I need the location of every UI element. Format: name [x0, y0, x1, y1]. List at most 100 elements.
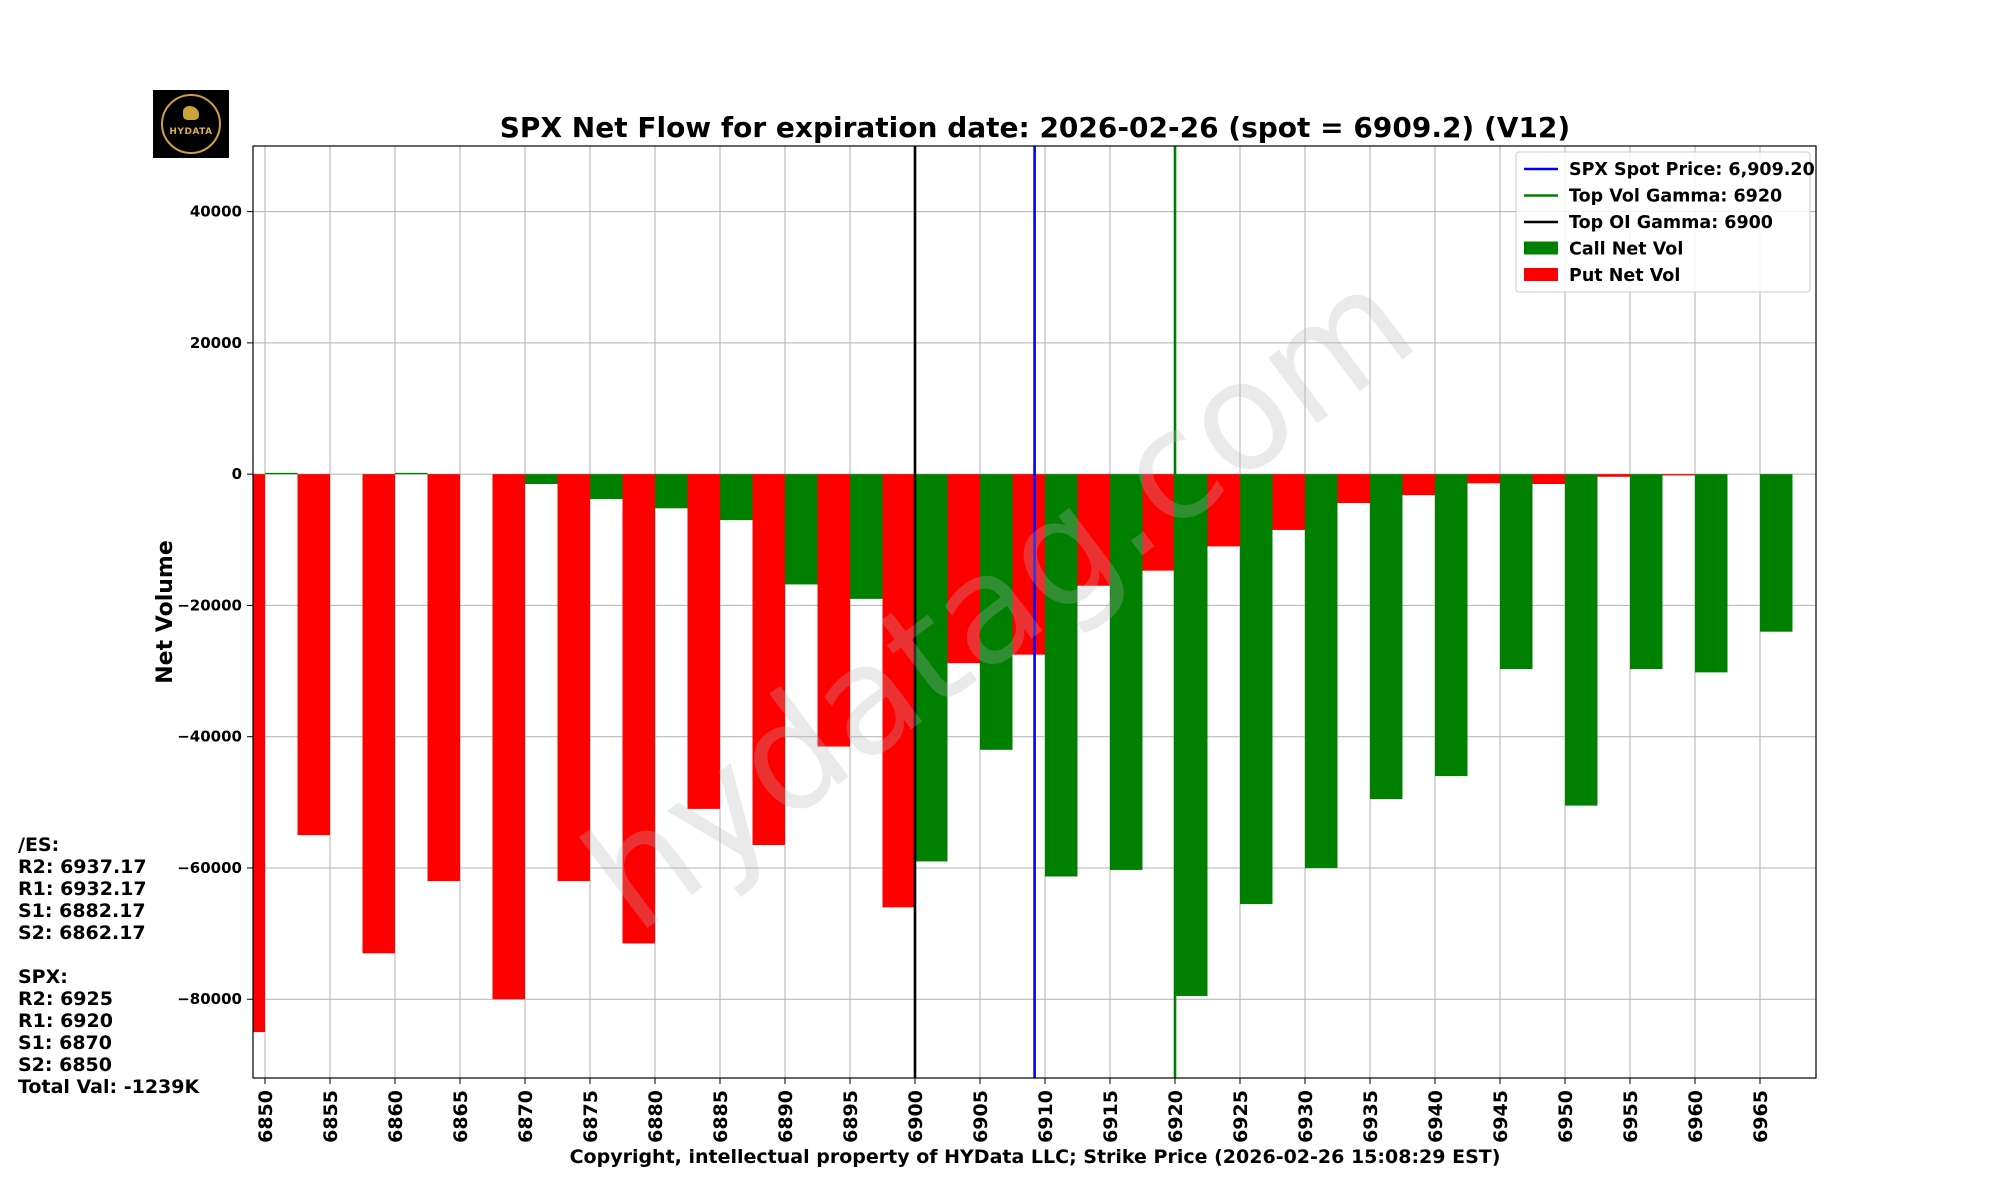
x-tick-label: 6880: [645, 1090, 667, 1143]
put-bar-6905: [947, 474, 980, 664]
x-tick-label: 6890: [775, 1090, 797, 1143]
chart-title: SPX Net Flow for expiration date: 2026-0…: [500, 111, 1570, 144]
legend-label: Top Vol Gamma: 6920: [1569, 187, 1782, 207]
put-bar-6885: [687, 474, 720, 809]
x-axis: 6850 6855 6860 6865 6870 6875 6880 6885 6890 6895…: [255, 1078, 1772, 1143]
y-tick-label: −60000: [177, 859, 242, 877]
call-bar-6875: [590, 474, 623, 500]
es-r1: R1: 6932.17: [18, 878, 147, 900]
call-bar-6880: [655, 474, 688, 509]
x-tick-label: 6915: [1100, 1090, 1122, 1143]
spx-s2: S2: 6850: [18, 1054, 112, 1076]
call-bar-6885: [720, 474, 753, 521]
x-tick-label: 6920: [1165, 1090, 1187, 1143]
levels-panel: /ES: R2: 6937.17 R1: 6932.17 S1: 6882.17…: [18, 834, 199, 1098]
call-bar-6925: [1240, 474, 1273, 905]
x-tick-label: 6910: [1035, 1090, 1057, 1143]
put-bar-6910: [1012, 474, 1045, 655]
legend-box: [1515, 151, 1811, 293]
call-bar-6935: [1370, 474, 1403, 800]
x-tick-label: 6965: [1750, 1090, 1772, 1143]
x-tick-label: 6905: [970, 1090, 992, 1143]
es-r2: R2: 6937.17: [18, 856, 147, 878]
spx-r1: R1: 6920: [18, 1010, 113, 1032]
total-value: Total Val: -1239K: [18, 1076, 200, 1098]
spx-r2: R2: 6925: [18, 988, 113, 1010]
legend-label: Top OI Gamma: 6900: [1569, 213, 1773, 233]
put-bar-6920: [1142, 474, 1175, 571]
spx-s1: S1: 6870: [18, 1032, 112, 1054]
logo-ring: [161, 94, 221, 154]
x-tick-label: 6860: [385, 1090, 407, 1143]
put-bar-6945: [1467, 474, 1500, 484]
logo-bull-icon: [183, 106, 199, 120]
put-bar-6875: [557, 474, 590, 882]
x-tick-label: 6950: [1555, 1090, 1577, 1143]
legend-label: Put Net Vol: [1569, 266, 1680, 286]
x-axis-label: Copyright, intellectual property of HYDa…: [570, 1146, 1501, 1168]
put-bar-6955: [1597, 474, 1630, 477]
put-bar-6950: [1532, 474, 1565, 485]
call-bar-6890: [785, 474, 818, 585]
plot-frame: [252, 145, 1817, 1079]
legend-patch-swatch: [1524, 268, 1558, 281]
put-bar-6900: [882, 474, 915, 908]
call-bar-6905: [980, 474, 1013, 750]
call-bar-6850: [265, 472, 298, 475]
y-tick-label: 20000: [190, 334, 242, 352]
x-tick-label: 6875: [580, 1090, 602, 1143]
bars-group: [253, 472, 1793, 1033]
call-bar-6910: [1045, 474, 1078, 877]
x-tick-label: 6935: [1360, 1090, 1382, 1143]
x-tick-label: 6925: [1230, 1090, 1252, 1143]
x-tick-label: 6945: [1490, 1090, 1512, 1143]
x-tick-label: 6895: [840, 1090, 862, 1143]
call-bar-6965: [1760, 474, 1793, 632]
put-bar-6870: [492, 474, 525, 1000]
call-bar-6960: [1695, 474, 1728, 673]
call-bar-6915: [1110, 474, 1143, 870]
x-tick-label: 6850: [255, 1090, 277, 1143]
call-bar-6860: [395, 472, 428, 475]
call-bar-6920: [1175, 474, 1208, 996]
y-axis-label: Net Volume: [153, 540, 178, 684]
es-s1: S1: 6882.17: [18, 900, 146, 922]
call-bar-6895: [850, 474, 883, 599]
put-bar-6890: [752, 474, 785, 845]
put-bar-6895: [817, 474, 850, 747]
es-s2: S2: 6862.17: [18, 922, 146, 944]
x-tick-label: 6960: [1685, 1090, 1707, 1143]
y-axis: 40000 20000 0 −20000 −40000 −60000 −80000: [177, 203, 253, 1008]
y-tick-label: −20000: [177, 596, 242, 614]
x-tick-label: 6870: [515, 1090, 537, 1143]
legend-label: SPX Spot Price: 6,909.20: [1569, 160, 1815, 180]
put-bar-6865: [427, 474, 460, 882]
put-bar-6855: [297, 474, 330, 836]
reference-lines: [913, 146, 1177, 1078]
hydata-logo: HYDATA: [153, 90, 229, 158]
call-bar-6930: [1305, 474, 1338, 868]
legend: SPX Spot Price: 6,909.20 Top Vol Gamma: 6…: [1515, 151, 1815, 293]
y-tick-label: −80000: [177, 990, 242, 1008]
y-tick-label: 0: [232, 465, 242, 483]
legend-label: Call Net Vol: [1569, 240, 1683, 260]
call-bar-6950: [1565, 474, 1598, 806]
x-tick-label: 6865: [450, 1090, 472, 1143]
put-bar-6935: [1337, 474, 1370, 504]
put-bar-6930: [1272, 474, 1305, 530]
spx-header: SPX:: [18, 966, 68, 988]
y-tick-label: 40000: [190, 203, 242, 221]
logo-text: HYDATA: [169, 127, 213, 137]
put-bar-6850: [253, 474, 265, 1033]
x-tick-label: 6955: [1620, 1090, 1642, 1143]
x-tick-label: 6900: [905, 1090, 927, 1143]
legend-patch-swatch: [1524, 241, 1558, 255]
put-bar-6925: [1207, 474, 1240, 547]
y-tick-label: −40000: [177, 728, 242, 746]
x-tick-label: 6885: [710, 1090, 732, 1143]
call-bar-6955: [1630, 474, 1663, 670]
call-bar-6900: [915, 474, 948, 862]
put-bar-6915: [1077, 474, 1110, 586]
put-bar-6880: [622, 474, 655, 944]
